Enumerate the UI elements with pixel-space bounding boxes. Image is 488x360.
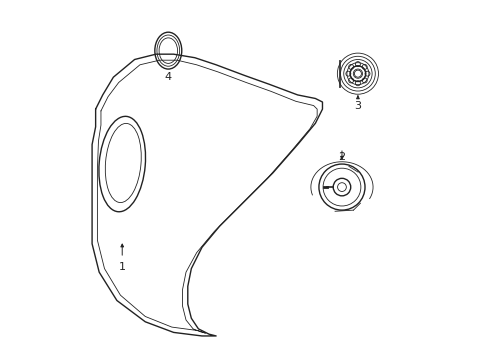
Text: 4: 4 — [164, 72, 171, 82]
Text: 1: 1 — [119, 262, 125, 272]
Text: 3: 3 — [354, 100, 361, 111]
Text: 2: 2 — [338, 152, 345, 162]
